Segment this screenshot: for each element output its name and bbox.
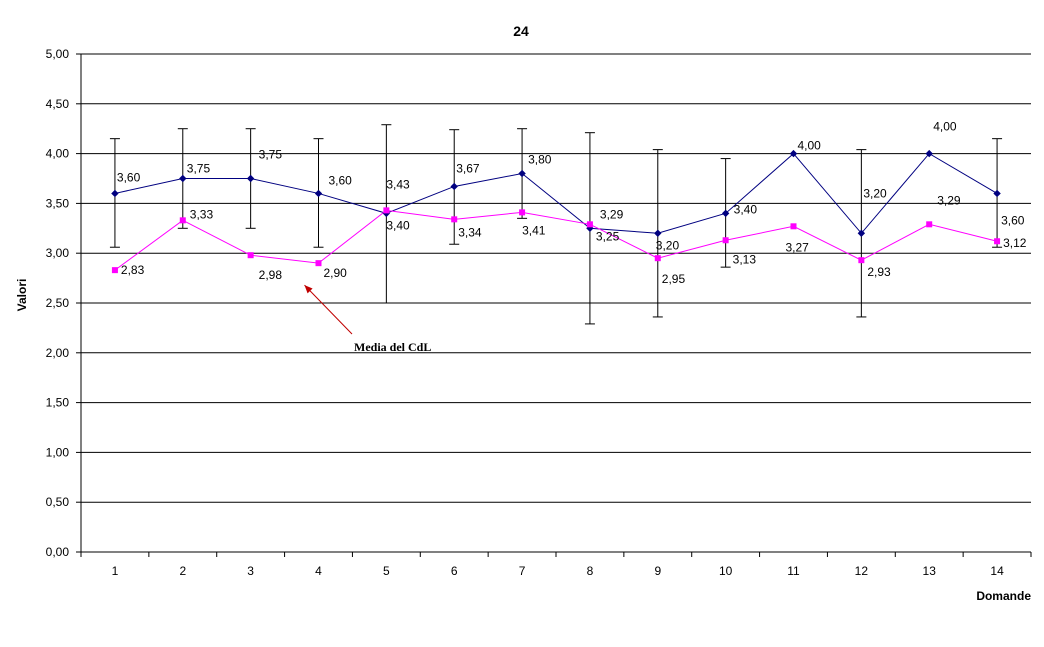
x-axis-title: Domande <box>976 589 1031 603</box>
y-tick-labels: 0,00 0,50 1,00 1,50 2,00 2,50 3,00 3,50 4,00 4,50… <box>46 47 70 559</box>
data-point <box>925 149 933 158</box>
data-point <box>994 238 1001 245</box>
data-point <box>519 209 526 216</box>
data-label: 2,98 <box>259 268 283 282</box>
data-point <box>247 252 254 259</box>
data-point <box>722 237 729 244</box>
axes <box>76 53 1032 557</box>
data-label: 3,60 <box>1001 213 1025 227</box>
x-tick-label: 13 <box>923 564 937 578</box>
data-label: 3,34 <box>458 225 482 239</box>
data-point <box>246 174 255 183</box>
data-label: 2,90 <box>324 266 348 280</box>
series-line <box>114 152 998 235</box>
x-tick-label: 11 <box>787 564 800 578</box>
data-point <box>654 229 662 237</box>
data-point <box>179 174 187 183</box>
x-tick-label: 14 <box>990 564 1004 578</box>
data-label: 3,60 <box>329 173 353 187</box>
annotation-arrow <box>304 284 353 335</box>
y-tick-label: 2,50 <box>46 296 70 310</box>
y-tick-label: 4,00 <box>46 147 70 161</box>
data-label: 3,27 <box>786 240 810 254</box>
y-axis-title: Valori <box>15 279 29 312</box>
data-point <box>518 169 526 178</box>
data-point <box>586 221 593 228</box>
series-line <box>114 209 998 271</box>
y-tick-label: 1,50 <box>46 396 70 410</box>
data-label: 4,00 <box>933 120 957 134</box>
data-point <box>179 217 186 224</box>
series-lines <box>114 152 998 271</box>
chart-title: 24 <box>513 23 529 39</box>
y-tick-label: 0,00 <box>46 545 70 559</box>
annotation-arrowhead <box>304 285 313 294</box>
data-label: 2,83 <box>121 263 145 277</box>
y-tick-label: 5,00 <box>46 47 70 61</box>
data-point <box>111 267 118 274</box>
data-label: 3,80 <box>528 153 552 167</box>
y-tick-label: 3,50 <box>46 196 70 210</box>
data-point <box>789 149 798 158</box>
x-tick-label: 5 <box>383 564 390 578</box>
x-tick-labels: 1 2 3 4 5 6 7 8 9 10 11 12 13 14 <box>112 564 1004 578</box>
data-label: 3,33 <box>190 207 214 221</box>
data-point <box>993 189 1001 198</box>
data-point <box>315 260 322 267</box>
data-point <box>926 221 933 228</box>
x-tick-label: 4 <box>315 564 322 578</box>
y-tick-label: 4,50 <box>46 97 70 111</box>
gridlines <box>81 53 1031 553</box>
data-label: 3,20 <box>863 186 887 200</box>
data-label: 3,29 <box>937 193 961 207</box>
data-label: 3,43 <box>386 177 410 191</box>
x-tick-label: 9 <box>654 564 661 578</box>
x-tick-label: 12 <box>855 564 869 578</box>
data-label: 3,12 <box>1003 236 1027 250</box>
data-label: 3,40 <box>734 202 758 216</box>
data-label: 3,41 <box>522 223 546 237</box>
y-tick-label: 3,00 <box>46 246 70 260</box>
data-point <box>857 229 866 237</box>
y-tick-label: 0,50 <box>46 495 70 509</box>
data-point <box>721 209 730 218</box>
data-label: 3,67 <box>456 161 480 175</box>
data-point <box>314 189 323 198</box>
data-point <box>451 216 458 223</box>
data-point <box>858 257 865 264</box>
data-label: 3,29 <box>600 207 624 221</box>
data-label: 3,60 <box>117 170 141 184</box>
data-label: 3,40 <box>386 218 410 232</box>
data-label: 3,75 <box>187 162 211 176</box>
data-label: 4,00 <box>798 139 822 153</box>
x-tick-label: 2 <box>179 564 186 578</box>
annotation: Media del CdL <box>304 284 431 354</box>
data-label: 3,75 <box>259 148 283 162</box>
data-label: 3,13 <box>733 252 757 266</box>
x-tick-label: 8 <box>587 564 594 578</box>
x-tick-label: 1 <box>112 564 119 578</box>
y-tick-label: 2,00 <box>46 346 70 360</box>
data-point <box>654 255 661 262</box>
x-tick-label: 7 <box>519 564 526 578</box>
data-label: 2,93 <box>867 265 891 279</box>
data-point <box>450 182 458 191</box>
series-markers <box>111 149 1001 274</box>
x-tick-label: 3 <box>247 564 254 578</box>
data-point <box>111 189 119 198</box>
data-point <box>790 223 797 230</box>
x-tick-label: 10 <box>719 564 733 578</box>
data-label: 3,20 <box>656 238 680 252</box>
annotation-label: Media del CdL <box>354 340 431 354</box>
data-label: 2,95 <box>662 272 686 286</box>
y-tick-label: 1,00 <box>46 445 70 459</box>
x-tick-label: 6 <box>451 564 458 578</box>
data-point <box>383 207 390 214</box>
data-label: 3,25 <box>596 229 620 243</box>
data-labels: 3,60 3,75 3,75 3,60 3,40 3,67 3,80 3,25 3,20 3,40… <box>117 120 1027 287</box>
